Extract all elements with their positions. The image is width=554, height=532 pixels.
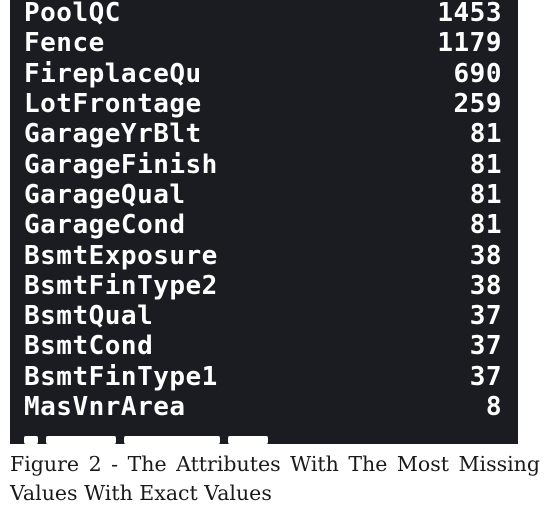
list-item: Fence 1179 [24, 28, 502, 58]
missing-values-list: PoolQC 1453 Fence 1179 FireplaceQu 690 L… [24, 0, 502, 422]
attribute-name: GarageQual [24, 179, 186, 210]
glyph-fragment [124, 436, 220, 444]
attribute-name: Fence [24, 28, 105, 59]
list-item: BsmtQual 37 [24, 301, 502, 331]
missing-count: 37 [469, 301, 502, 332]
missing-count: 37 [469, 331, 502, 362]
missing-count: 38 [469, 240, 502, 271]
list-item: PoolQC 1453 [24, 0, 502, 28]
missing-count: 259 [453, 89, 502, 120]
list-item: GarageFinish 81 [24, 149, 502, 180]
attribute-name: BsmtFinType1 [24, 361, 218, 392]
glyph-fragment [24, 436, 38, 444]
list-item: BsmtCond 37 [24, 331, 502, 361]
missing-count: 1179 [437, 28, 502, 59]
missing-count: 690 [453, 58, 502, 89]
missing-count: 37 [469, 361, 502, 392]
attribute-name: PoolQC [24, 0, 121, 29]
list-item: BsmtFinType2 38 [24, 271, 502, 301]
attribute-name: GarageYrBlt [24, 119, 202, 150]
attribute-name: BsmtQual [24, 301, 154, 332]
missing-count: 1453 [437, 0, 502, 29]
list-item: GarageYrBlt 81 [24, 119, 502, 149]
missing-count: 81 [469, 210, 502, 241]
attribute-name: GarageCond [24, 210, 186, 241]
cropped-row-remnant [24, 436, 268, 444]
list-item: MasVnrArea 8 [24, 392, 502, 422]
missing-count: 38 [469, 270, 502, 301]
attribute-name: BsmtExposure [24, 240, 218, 271]
attribute-name: GarageFinish [24, 149, 218, 180]
missing-count: 81 [469, 119, 502, 150]
list-item: LotFrontage 259 [24, 89, 502, 119]
list-item: BsmtFinType1 37 [24, 362, 502, 392]
list-item: BsmtExposure 38 [24, 240, 502, 271]
list-item: GarageCond 81 [24, 210, 502, 240]
glyph-fragment [228, 436, 268, 444]
attribute-name: BsmtFinType2 [24, 270, 218, 301]
attribute-name: LotFrontage [24, 89, 202, 120]
missing-count: 81 [469, 179, 502, 210]
attribute-name: MasVnrArea [24, 392, 186, 422]
attribute-name: FireplaceQu [24, 58, 202, 89]
list-item: FireplaceQu 690 [24, 59, 502, 89]
missing-count: 81 [469, 149, 502, 180]
figure-caption: Figure 2 - The Attributes With The Most … [10, 452, 540, 505]
terminal-output: PoolQC 1453 Fence 1179 FireplaceQu 690 L… [10, 0, 518, 444]
missing-count: 8 [485, 392, 502, 422]
glyph-fragment [46, 436, 116, 444]
attribute-name: BsmtCond [24, 331, 154, 362]
list-item: GarageQual 81 [24, 180, 502, 210]
